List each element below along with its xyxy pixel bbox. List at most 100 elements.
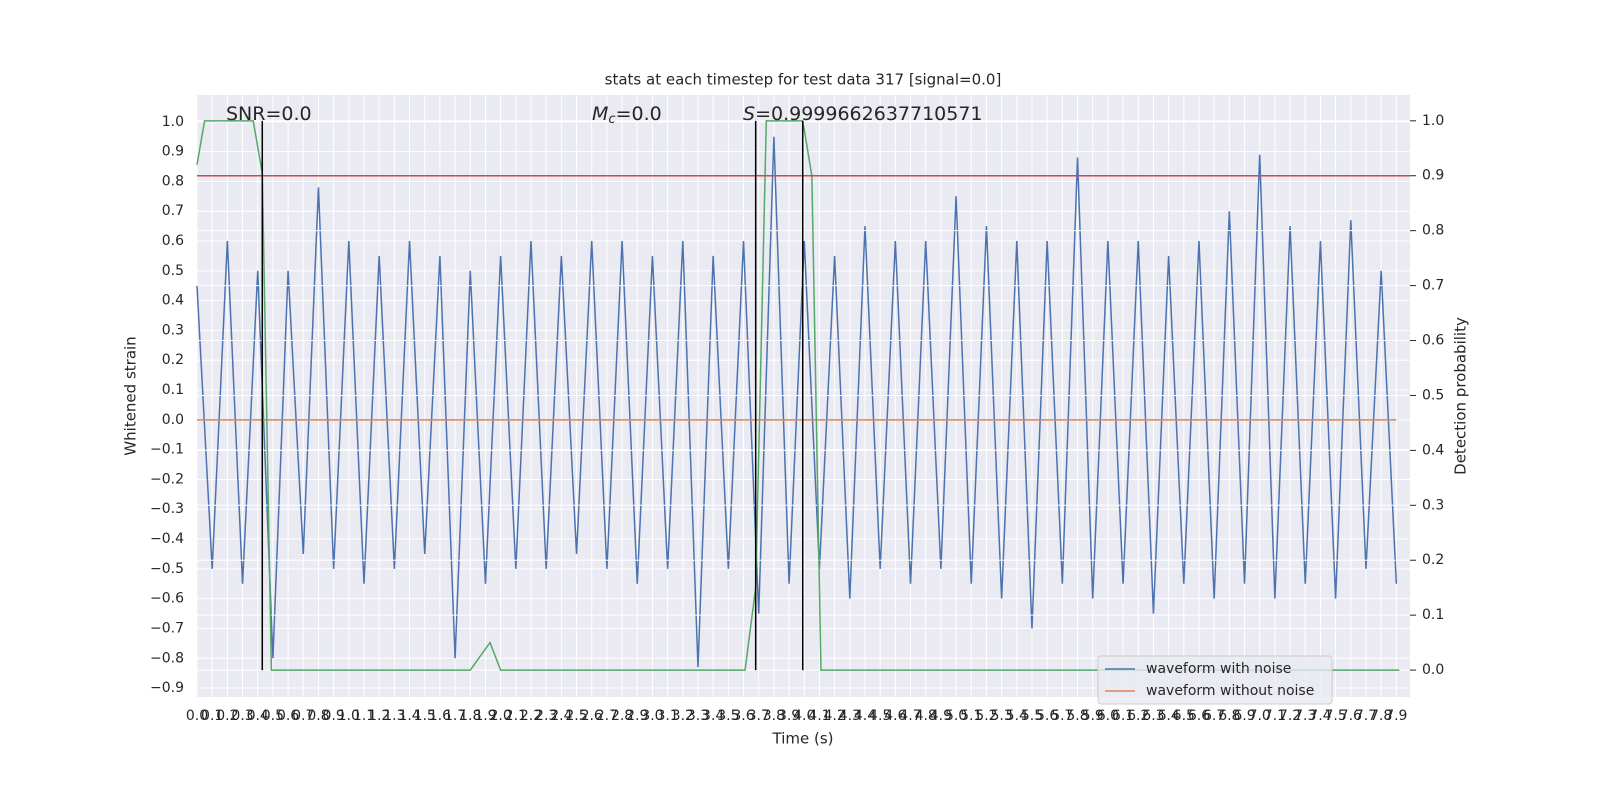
x-tick-label: 3.5 bbox=[717, 708, 739, 724]
y-tick-label: −0.7 bbox=[150, 620, 184, 636]
annotation: S=0.9999662637710571 bbox=[743, 103, 983, 125]
x-tick-label: 2.7 bbox=[596, 708, 618, 724]
x-tick-label: 4.4 bbox=[854, 708, 876, 724]
y2-axis-label: Detection probability bbox=[1452, 317, 1470, 475]
x-tick-label: 5.7 bbox=[1051, 708, 1073, 724]
x-tick-label: 0.9 bbox=[323, 708, 345, 724]
y2-tick-label: 0.5 bbox=[1422, 387, 1444, 403]
x-tick-label: 2.4 bbox=[550, 708, 572, 724]
y-tick-label: −0.9 bbox=[150, 680, 184, 696]
x-tick-label: 0.4 bbox=[247, 708, 269, 724]
x-tick-label: 1.3 bbox=[383, 708, 405, 724]
x-tick-label: 4.1 bbox=[808, 708, 830, 724]
x-tick-label: 3.1 bbox=[656, 708, 678, 724]
annotation-subscript: c bbox=[608, 112, 615, 127]
y2-tick-label: 1.0 bbox=[1422, 113, 1444, 129]
x-tick-label: 3.6 bbox=[732, 708, 754, 724]
y-tick-label: 0.3 bbox=[162, 322, 184, 338]
x-tick-label: 2.2 bbox=[520, 708, 542, 724]
x-tick-label: 0.8 bbox=[307, 708, 329, 724]
x-tick-label: 1.2 bbox=[368, 708, 390, 724]
y2-tick-label: 0.1 bbox=[1422, 607, 1444, 623]
x-tick-label: 3.4 bbox=[702, 708, 724, 724]
annotation-symbol: M bbox=[592, 103, 608, 125]
legend-label: waveform with noise bbox=[1146, 661, 1291, 677]
y-tick-label: 0.1 bbox=[162, 382, 184, 398]
x-tick-label: 7.3 bbox=[1294, 708, 1316, 724]
y-tick-label: 1.0 bbox=[162, 114, 184, 130]
y-tick-label: 0.2 bbox=[162, 352, 184, 368]
annotation: SNR=0.0 bbox=[226, 103, 312, 125]
x-tick-label: 7.9 bbox=[1385, 708, 1407, 724]
y-tick-label: 0.4 bbox=[162, 293, 184, 309]
x-tick-label: 5.0 bbox=[945, 708, 967, 724]
x-tick-label: 5.2 bbox=[975, 708, 997, 724]
y2-tick-label: 0.7 bbox=[1422, 278, 1444, 294]
x-tick-label: 7.1 bbox=[1264, 708, 1286, 724]
x-tick-label: 5.9 bbox=[1082, 708, 1104, 724]
x-tick-label: 0.6 bbox=[277, 708, 299, 724]
y2-tick-label: 0.2 bbox=[1422, 552, 1444, 568]
x-tick-label: 2.6 bbox=[581, 708, 603, 724]
x-tick-label: 2.0 bbox=[489, 708, 511, 724]
y2-tick-label: 0.8 bbox=[1422, 223, 1444, 239]
x-tick-label: 5.5 bbox=[1021, 708, 1043, 724]
x-tick-label: 1.1 bbox=[353, 708, 375, 724]
x-tick-label: 2.3 bbox=[535, 708, 557, 724]
x-tick-label: 7.2 bbox=[1279, 708, 1301, 724]
y-tick-label: −0.5 bbox=[150, 561, 184, 577]
x-tick-label: 4.6 bbox=[884, 708, 906, 724]
x-tick-label: 1.0 bbox=[338, 708, 360, 724]
y2-tick-label: 0.3 bbox=[1422, 497, 1444, 513]
plot-background bbox=[197, 95, 1410, 697]
y-tick-label: 0.9 bbox=[162, 144, 184, 160]
x-tick-label: 2.1 bbox=[505, 708, 527, 724]
y2-tick-label: 0.4 bbox=[1422, 442, 1444, 458]
x-tick-label: 3.2 bbox=[672, 708, 694, 724]
x-tick-label: 7.4 bbox=[1309, 708, 1331, 724]
x-tick-label: 3.8 bbox=[763, 708, 785, 724]
x-tick-label: 4.2 bbox=[823, 708, 845, 724]
x-tick-label: 5.1 bbox=[960, 708, 982, 724]
x-tick-label: 5.6 bbox=[1036, 708, 1058, 724]
x-tick-label: 4.8 bbox=[915, 708, 937, 724]
x-tick-label: 4.9 bbox=[930, 708, 952, 724]
x-tick-label: 6.5 bbox=[1173, 708, 1195, 724]
x-tick-label: 0.0 bbox=[186, 708, 208, 724]
x-tick-label: 6.8 bbox=[1218, 708, 1240, 724]
probability-line bbox=[196, 120, 1400, 671]
x-tick-label: 6.7 bbox=[1203, 708, 1225, 724]
x-tick-label: 0.5 bbox=[262, 708, 284, 724]
legend: waveform with noise waveform without nois… bbox=[1097, 655, 1333, 705]
x-tick-label: 7.0 bbox=[1249, 708, 1271, 724]
y-tick-label: 0.6 bbox=[162, 233, 184, 249]
series-line bbox=[196, 136, 1398, 668]
x-tick-label: 1.7 bbox=[444, 708, 466, 724]
y-tick-label: −0.8 bbox=[150, 650, 184, 666]
x-tick-label: 1.5 bbox=[414, 708, 436, 724]
x-tick-label: 1.8 bbox=[459, 708, 481, 724]
x-tick-label: 5.8 bbox=[1066, 708, 1088, 724]
y-tick-label: −0.1 bbox=[150, 442, 184, 458]
x-tick-label: 6.2 bbox=[1127, 708, 1149, 724]
y2-tick-label: 0.9 bbox=[1422, 168, 1444, 184]
x-tick-label: 7.8 bbox=[1370, 708, 1392, 724]
x-tick-label: 6.4 bbox=[1157, 708, 1179, 724]
x-tick-label: 6.0 bbox=[1097, 708, 1119, 724]
y-tick-label: 0.7 bbox=[162, 203, 184, 219]
x-tick-label: 6.3 bbox=[1142, 708, 1164, 724]
x-tick-label: 6.6 bbox=[1188, 708, 1210, 724]
x-tick-label: 3.9 bbox=[778, 708, 800, 724]
legend-box bbox=[1097, 655, 1333, 705]
x-axis-label: Time (s) bbox=[772, 730, 834, 748]
y-tick-label: −0.2 bbox=[150, 471, 184, 487]
annotation-symbol: S bbox=[743, 103, 755, 125]
x-tick-label: 5.4 bbox=[1006, 708, 1028, 724]
annotation-text: SNR=0.0 bbox=[226, 103, 312, 125]
y-tick-label: 0.5 bbox=[162, 263, 184, 279]
x-tick-label: 0.3 bbox=[231, 708, 253, 724]
x-tick-label: 4.3 bbox=[839, 708, 861, 724]
x-tick-label: 3.0 bbox=[641, 708, 663, 724]
